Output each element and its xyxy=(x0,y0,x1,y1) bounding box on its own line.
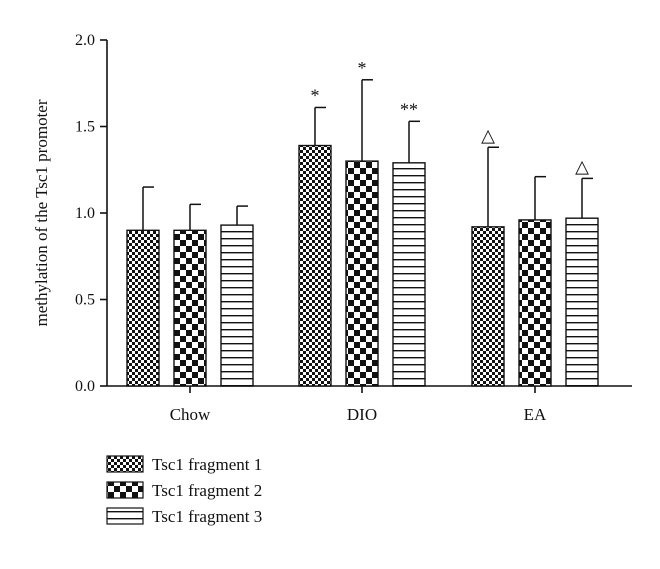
bar xyxy=(392,162,426,387)
significance-marker: ** xyxy=(400,99,418,119)
legend-swatch xyxy=(106,455,144,473)
y-axis-title: methylation of the Tsc1 promoter xyxy=(32,99,51,326)
bar xyxy=(298,144,332,387)
y-tick-label: 0.5 xyxy=(75,292,95,309)
bar xyxy=(518,219,552,387)
bar xyxy=(345,160,379,387)
legend-label: Tsc1 fragment 1 xyxy=(152,455,262,474)
bar xyxy=(126,229,160,387)
legend-label: Tsc1 fragment 3 xyxy=(152,507,262,526)
x-category-label: DIO xyxy=(347,405,377,424)
bar xyxy=(565,217,599,387)
y-tick-label: 1.0 xyxy=(75,205,95,222)
bar xyxy=(173,229,207,387)
legend-swatch xyxy=(106,481,144,499)
y-tick-label: 2.0 xyxy=(75,32,95,49)
significance-marker: △ xyxy=(575,156,589,176)
significance-marker: △ xyxy=(481,125,495,145)
x-category-label: Chow xyxy=(170,405,211,424)
bar xyxy=(220,224,254,387)
legend-swatch xyxy=(106,507,144,525)
y-tick-label: 1.5 xyxy=(75,119,95,136)
bar xyxy=(471,226,505,387)
y-tick-label: 0.0 xyxy=(75,378,95,395)
x-category-label: EA xyxy=(524,405,547,424)
significance-marker: * xyxy=(311,85,320,105)
significance-marker: * xyxy=(358,58,367,78)
legend-label: Tsc1 fragment 2 xyxy=(152,481,262,500)
